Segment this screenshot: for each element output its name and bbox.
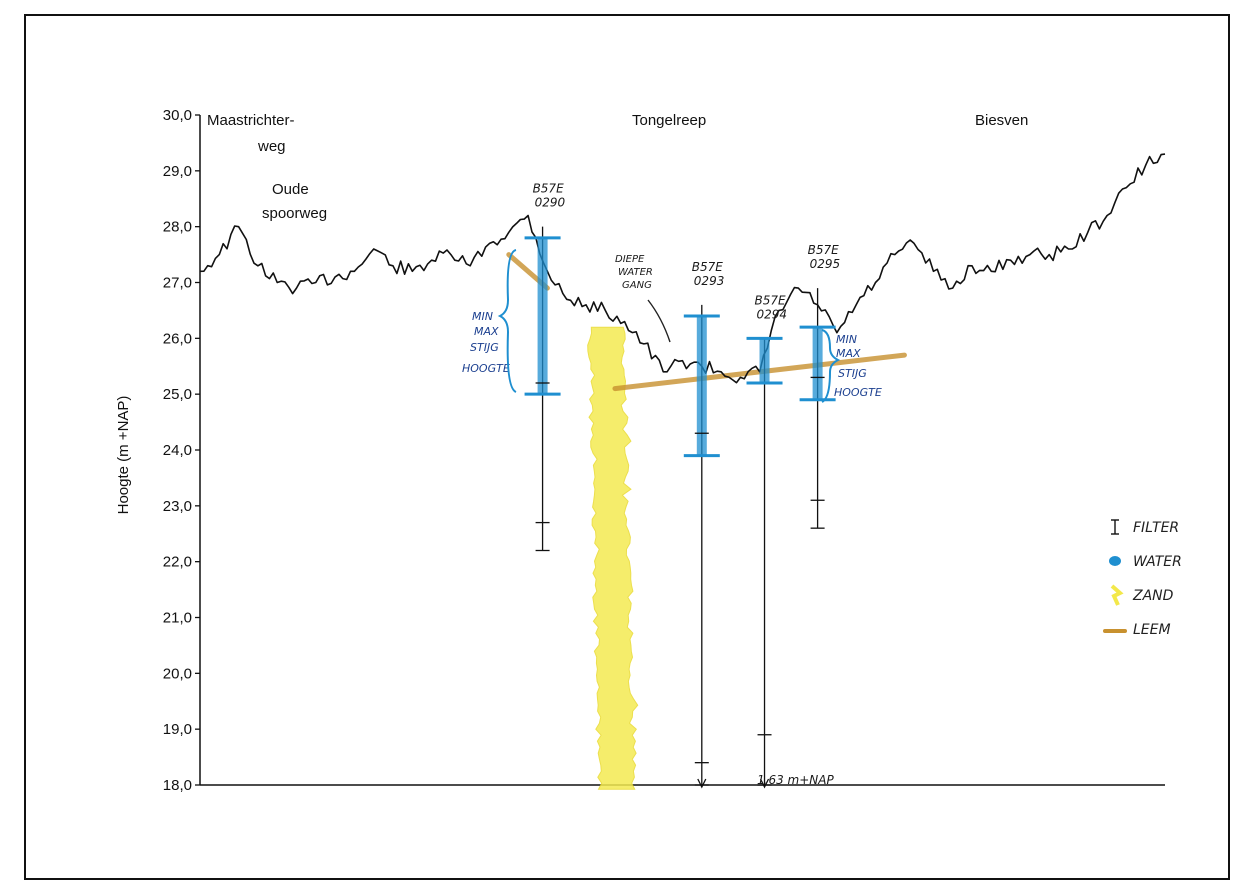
- legend: FILTER WATER ZAND LEEM: [1103, 519, 1182, 638]
- y-tick-label: 25,0: [163, 386, 192, 403]
- y-tick-label: 24,0: [163, 442, 192, 459]
- well-label-1: B57E: [692, 260, 724, 274]
- min-max-right-2: MAX: [836, 347, 861, 360]
- y-tick-label: 29,0: [163, 163, 192, 180]
- sand-layer: [587, 326, 639, 790]
- legend-label-1: WATER: [1133, 554, 1182, 570]
- well-label-2: B57E: [755, 293, 787, 307]
- water-column-0: [537, 237, 548, 395]
- annotations: DIEPE WATER GANG MIN MAX STIJG HOOGTE MI…: [462, 249, 882, 787]
- water-column-3: [812, 327, 823, 400]
- water-column-1: [696, 316, 707, 456]
- well-label-code-3: 0295: [810, 257, 841, 271]
- min-max-left-3: STIJG: [470, 341, 499, 354]
- place-label-5: Biesven: [975, 112, 1028, 129]
- legend-water-icon: [1109, 556, 1121, 566]
- min-max-right-4: HOOGTE: [834, 386, 882, 399]
- y-axis-label: Hoogte (m +NAP): [115, 396, 132, 515]
- surface-profile: [199, 153, 1166, 384]
- place-label-2: Oude: [272, 181, 309, 198]
- min-max-left-1: MIN: [472, 310, 493, 323]
- water-column-2: [759, 338, 770, 383]
- well-arrow-1: [697, 778, 707, 789]
- sand-column: [587, 326, 639, 790]
- y-tick-label: 19,0: [163, 721, 192, 738]
- y-tick-label: 21,0: [163, 610, 192, 627]
- place-label-4: Tongelreep: [632, 112, 706, 129]
- place-label-0: Maastrichter-: [207, 112, 295, 129]
- y-tick-label: 22,0: [163, 554, 192, 571]
- y-axis: 30,0 29,0 28,0 27,0 26,0 25,0 24,0 23,0 22,0 21,0…: [163, 107, 1165, 794]
- y-tick-label: 30,0: [163, 107, 192, 124]
- y-tick-label: 26,0: [163, 330, 192, 347]
- min-max-left-4: HOOGTE: [462, 362, 510, 375]
- min-max-right-3: STIJG: [838, 367, 867, 380]
- y-tick-label: 28,0: [163, 219, 192, 236]
- min-max-left-2: MAX: [474, 325, 499, 338]
- min-max-right-1: MIN: [836, 333, 857, 346]
- legend-label-2: ZAND: [1132, 588, 1174, 604]
- place-label-1: weg: [257, 138, 286, 155]
- min-max-left-brace: [497, 249, 517, 393]
- well-label-code-1: 0293: [694, 274, 725, 288]
- well-label-code-0: 0290: [535, 196, 566, 210]
- annotation-diepe-2: WATER: [618, 267, 653, 278]
- diepe-arrow: [647, 299, 671, 343]
- y-tick-label: 23,0: [163, 498, 192, 515]
- well-label-0: B57E: [533, 182, 565, 196]
- annotation-diepe-3: GANG: [622, 280, 652, 291]
- well-label-3: B57E: [808, 243, 840, 257]
- y-tick-label: 27,0: [163, 275, 192, 292]
- min-max-right-brace: [821, 329, 841, 403]
- legend-label-3: LEEM: [1133, 622, 1171, 638]
- legend-label-0: FILTER: [1133, 520, 1179, 536]
- well-label-code-2: 0294: [757, 307, 788, 321]
- y-tick-label: 20,0: [163, 665, 192, 682]
- bottom-note: 1.63 m+NAP: [757, 773, 834, 787]
- place-label-3: spoorweg: [262, 205, 327, 222]
- well-arrow-2: [759, 778, 770, 789]
- surface-profile-line: [199, 153, 1166, 384]
- y-tick-label: 18,0: [163, 777, 192, 794]
- place-labels: Maastrichter-weg Oude spoorweg Tongelreep Bi…: [207, 112, 1028, 222]
- legend-sand-icon: [1110, 584, 1124, 606]
- annotation-diepe-1: DIEPE: [615, 254, 645, 265]
